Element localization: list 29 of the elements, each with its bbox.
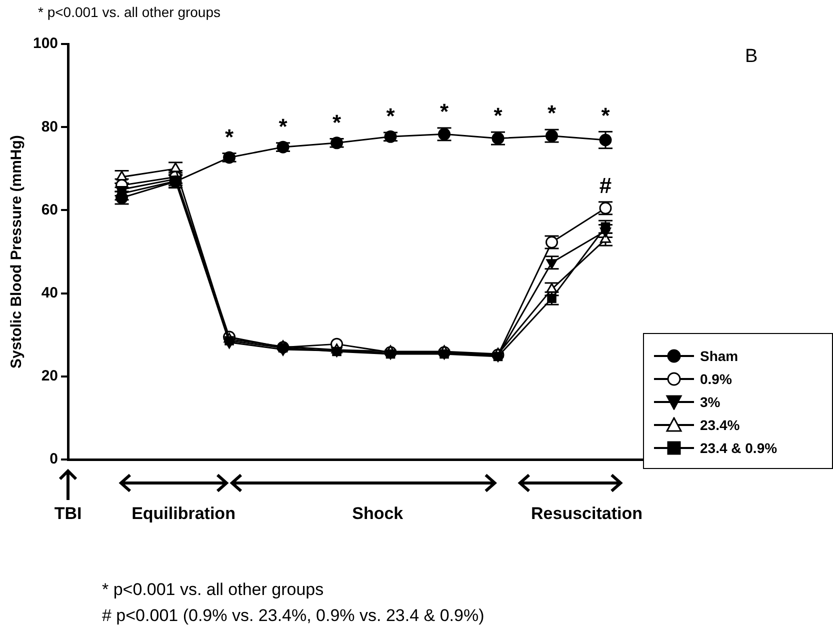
y-tick-label: 80 [41, 118, 58, 136]
y-tick-label: 0 [50, 450, 58, 468]
data-label: # [599, 172, 612, 198]
text: # p<0.001 (0.9% vs. 23.4%, 0.9% vs. 23.4 & 0.9%) [102, 606, 484, 625]
text: * p<0.001 vs. all other groups [38, 4, 221, 20]
legend-label: 0.9% [700, 370, 732, 386]
data-label: * [601, 102, 610, 128]
text: * p<0.001 vs. all other groups [102, 580, 324, 599]
data-label: * [386, 104, 396, 129]
legend-label: 23.4% [700, 416, 740, 432]
data-label: * [547, 100, 556, 126]
y-tick-label: 40 [41, 284, 58, 302]
text: Equilibration [132, 504, 236, 523]
legend-label: 23.4 & 0.9% [700, 440, 778, 456]
text: B [745, 46, 758, 67]
text: Shock [352, 504, 404, 523]
y-tick-label: 100 [32, 35, 58, 52]
data-label: * [278, 114, 288, 139]
data-label: * [224, 124, 234, 150]
data-label: * [440, 99, 449, 124]
y-tick-label: 60 [41, 201, 58, 218]
y-tick-label: 20 [41, 368, 58, 385]
text: TBI [54, 504, 82, 523]
legend-label: Sham [700, 348, 738, 364]
data-label: * [332, 110, 342, 135]
legend-label: 3% [700, 394, 720, 410]
text: Resuscitation [531, 504, 642, 523]
data-label: * [494, 103, 503, 128]
y-axis-title: Systolic Blood Pressure (mmHg) [8, 135, 26, 368]
